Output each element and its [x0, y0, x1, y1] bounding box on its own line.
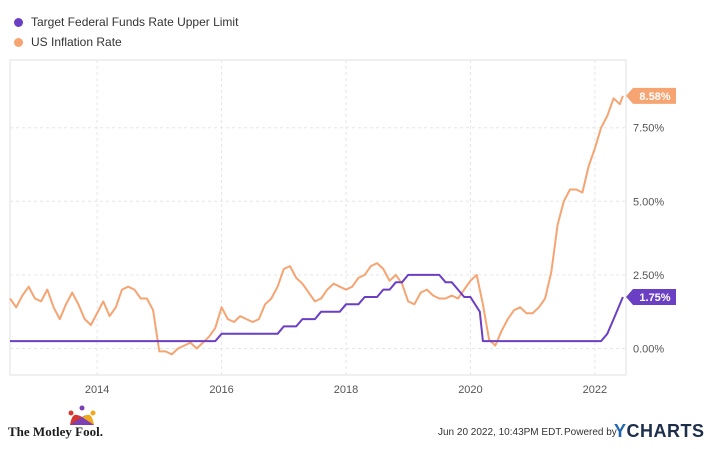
powered-by-label: Powered by — [564, 427, 617, 438]
chart-legend: Target Federal Funds Rate Upper Limit US… — [14, 12, 238, 52]
legend-item-inflation[interactable]: US Inflation Rate — [14, 32, 238, 52]
legend-swatch-fed-funds — [14, 17, 23, 27]
y-tick-label: 0.00% — [633, 344, 664, 356]
legend-swatch-inflation — [14, 37, 23, 47]
x-tick-label: 2018 — [334, 384, 358, 396]
legend-item-fed-funds[interactable]: Target Federal Funds Rate Upper Limit — [14, 12, 238, 32]
x-tick-label: 2022 — [583, 384, 607, 396]
legend-label-fed-funds: Target Federal Funds Rate Upper Limit — [31, 15, 239, 29]
end-label-badge — [626, 87, 676, 104]
series-line-inflation — [9, 95, 624, 356]
end-label-badge — [626, 288, 676, 305]
ycharts-logo-text: CHARTS — [626, 421, 705, 441]
end-value-label-fed-funds: 1.75% — [626, 288, 676, 305]
y-tick-label: 7.50% — [633, 123, 664, 135]
motley-fool-logo[interactable]: The Motley Fool. — [8, 405, 103, 449]
jester-hat-icon — [68, 405, 96, 425]
timestamp: Jun 20 2022, 10:43PM EDT. — [438, 427, 564, 438]
series-line-fed-funds — [10, 273, 624, 343]
end-label-text: 8.58% — [639, 91, 670, 103]
plot-area — [9, 59, 627, 376]
end-label-text: 1.75% — [639, 292, 670, 304]
footer: The Motley Fool. Jun 20 2022, 10:43PM ED… — [0, 405, 720, 449]
ycharts-logo-y: Y — [614, 421, 627, 441]
y-tick-label: 5.00% — [633, 196, 664, 208]
logo-text: The Motley Fool. — [8, 424, 103, 439]
x-tick-label: 2020 — [458, 384, 482, 396]
end-value-label-inflation: 8.58% — [626, 87, 676, 104]
x-tick-label: 2016 — [209, 384, 233, 396]
x-tick-label: 2014 — [85, 384, 109, 396]
ycharts-logo[interactable]: YCHARTS — [614, 421, 705, 442]
legend-label-inflation: US Inflation Rate — [31, 35, 122, 49]
y-tick-label: 2.50% — [633, 270, 664, 282]
